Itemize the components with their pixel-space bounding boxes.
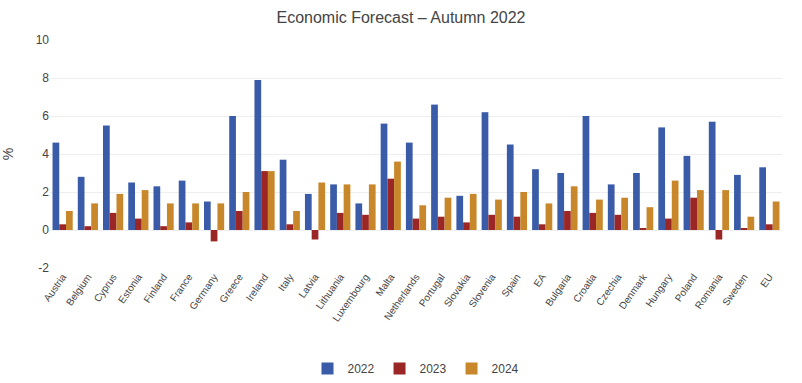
svg-text:Poland: Poland xyxy=(673,272,700,304)
svg-text:Malta: Malta xyxy=(373,271,396,298)
svg-text:4: 4 xyxy=(42,147,49,161)
svg-text:Hungary: Hungary xyxy=(643,272,674,309)
svg-text:2024: 2024 xyxy=(492,362,519,376)
svg-text:Austria: Austria xyxy=(41,271,68,303)
svg-text:Sweden: Sweden xyxy=(720,272,750,308)
svg-text:EU: EU xyxy=(758,272,775,290)
svg-text:Spain: Spain xyxy=(499,272,523,299)
svg-text:Czechia: Czechia xyxy=(594,271,624,307)
svg-text:2: 2 xyxy=(42,185,49,199)
svg-text:Slovenia: Slovenia xyxy=(466,271,497,309)
svg-text:Netherlands: Netherlands xyxy=(382,272,422,322)
svg-text:Luxembourg: Luxembourg xyxy=(330,272,371,324)
svg-text:2022: 2022 xyxy=(348,362,375,376)
svg-text:2023: 2023 xyxy=(420,362,447,376)
svg-text:Latvia: Latvia xyxy=(296,271,321,300)
svg-text:Estonia: Estonia xyxy=(116,271,144,305)
svg-text:Denmark: Denmark xyxy=(617,271,650,311)
svg-text:Bulgaria: Bulgaria xyxy=(543,271,573,308)
svg-text:EA: EA xyxy=(531,271,548,289)
svg-text:Slovakia: Slovakia xyxy=(442,271,473,309)
svg-text:Germany: Germany xyxy=(187,272,220,312)
svg-text:Lithuania: Lithuania xyxy=(314,271,347,311)
svg-text:Italy: Italy xyxy=(276,272,296,293)
svg-text:Greece: Greece xyxy=(217,271,245,305)
svg-text:0: 0 xyxy=(42,223,49,237)
svg-text:8: 8 xyxy=(42,71,49,85)
svg-text:Croatia: Croatia xyxy=(571,271,599,304)
svg-text:10: 10 xyxy=(36,33,50,47)
svg-text:Economic Forecast – Autumn 202: Economic Forecast – Autumn 2022 xyxy=(276,9,525,26)
svg-text:Cyprus: Cyprus xyxy=(92,272,119,304)
svg-text:Portugal: Portugal xyxy=(417,272,447,309)
svg-text:-2: -2 xyxy=(38,261,49,275)
svg-text:6: 6 xyxy=(42,109,49,123)
svg-text:Belgium: Belgium xyxy=(64,272,94,308)
svg-text:France: France xyxy=(168,271,195,303)
svg-text:Ireland: Ireland xyxy=(244,272,271,303)
svg-text:Finland: Finland xyxy=(141,272,169,305)
svg-text:%: % xyxy=(0,148,16,160)
svg-text:Romania: Romania xyxy=(693,271,725,310)
